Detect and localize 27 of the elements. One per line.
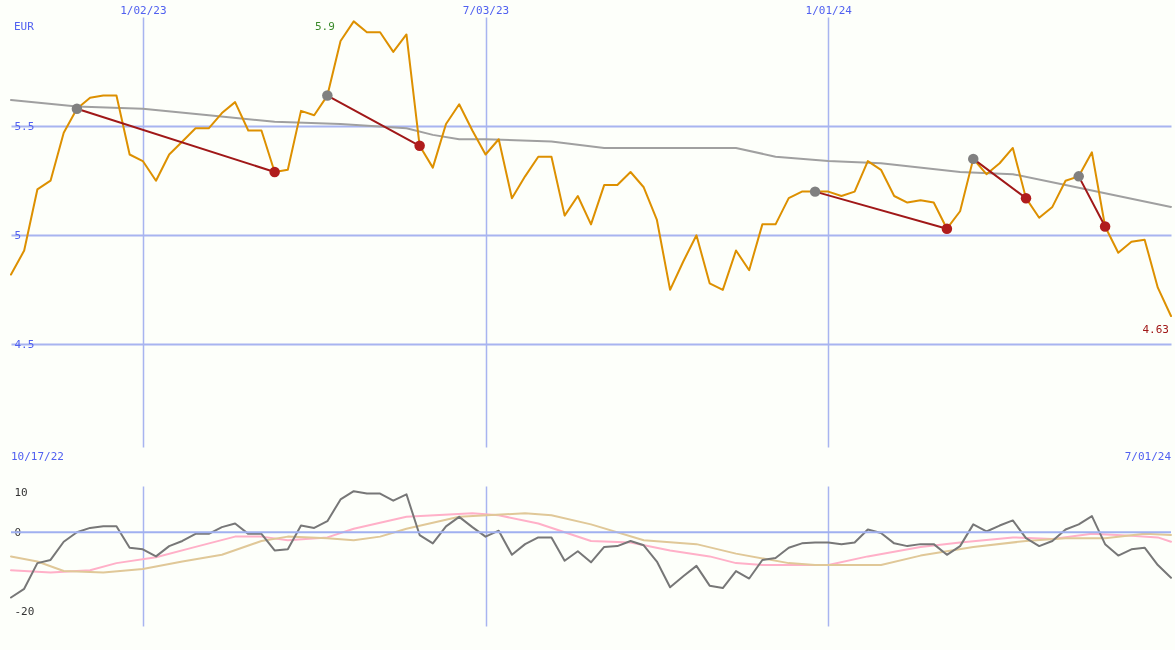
y-tick-label: 5 — [14, 228, 22, 242]
x-tick-label: 7/03/23 — [462, 3, 510, 17]
y-axis-title: EUR — [14, 20, 35, 33]
point — [809, 186, 821, 197]
x-tick-label: 1/01/24 — [805, 3, 853, 17]
annotation: 4.63 — [1142, 323, 1169, 337]
point — [968, 153, 979, 165]
point — [941, 223, 953, 234]
point — [414, 140, 425, 152]
line-series — [10, 98, 1172, 208]
point — [322, 90, 333, 101]
text: 7/01/24 — [1124, 450, 1172, 463]
point — [1099, 221, 1111, 232]
y-tick-label: 5.5 — [14, 119, 35, 133]
annotation: 5.9 — [314, 20, 335, 33]
y-tick-label: 4.5 — [14, 337, 35, 351]
point — [269, 166, 280, 178]
y-tick-label: -20 — [14, 604, 35, 618]
line-series — [10, 20, 1172, 318]
y-tick-label: 10 — [14, 486, 28, 500]
point — [71, 103, 83, 114]
point — [1073, 171, 1084, 182]
line-series — [10, 490, 1172, 599]
point — [1020, 192, 1032, 204]
text: 10/17/22 — [11, 450, 64, 463]
line-series — [10, 512, 1172, 574]
x-tick-label: 1/02/23 — [120, 3, 167, 17]
